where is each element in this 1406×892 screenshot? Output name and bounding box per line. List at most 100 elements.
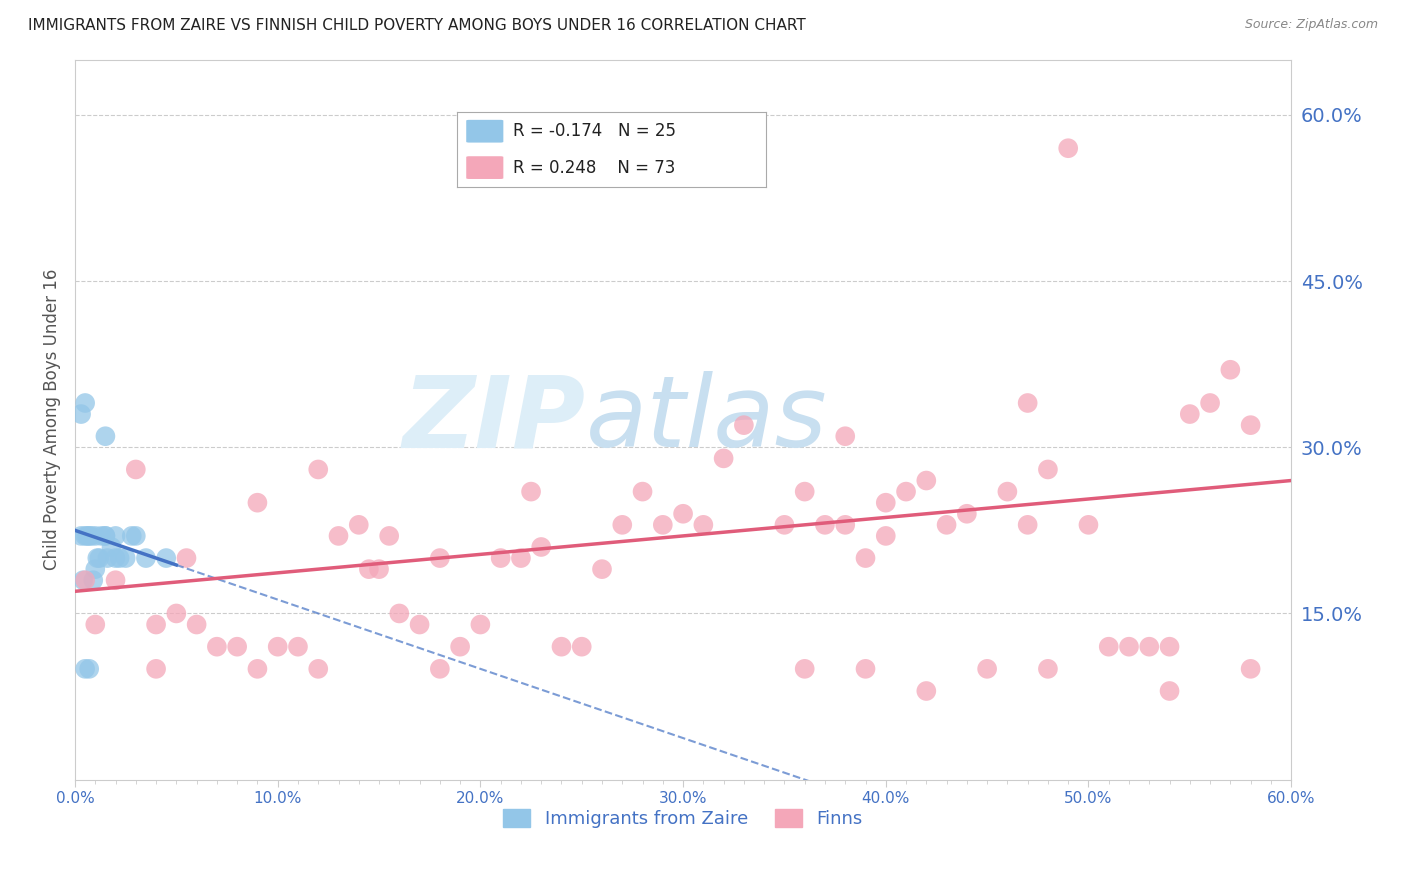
Text: Source: ZipAtlas.com: Source: ZipAtlas.com xyxy=(1244,18,1378,31)
Point xyxy=(94,429,117,443)
Point xyxy=(429,551,451,566)
Point xyxy=(145,617,167,632)
Point xyxy=(814,517,837,532)
Point xyxy=(388,607,411,621)
Point xyxy=(75,396,97,410)
Point xyxy=(1017,517,1039,532)
Point xyxy=(1137,640,1160,654)
Point xyxy=(429,662,451,676)
Point xyxy=(155,551,177,566)
Point xyxy=(1118,640,1140,654)
Point xyxy=(550,640,572,654)
Point xyxy=(855,551,877,566)
Point xyxy=(84,562,107,576)
Point xyxy=(1178,407,1201,421)
Point xyxy=(80,529,103,543)
Point xyxy=(176,551,198,566)
Point xyxy=(75,529,97,543)
Point xyxy=(328,529,350,543)
Point xyxy=(875,529,897,543)
Point xyxy=(773,517,796,532)
Point xyxy=(995,484,1018,499)
Point xyxy=(1159,684,1181,698)
Point xyxy=(875,496,897,510)
Point xyxy=(449,640,471,654)
Point xyxy=(631,484,654,499)
Point xyxy=(77,662,100,676)
Point xyxy=(307,462,329,476)
Point xyxy=(96,551,118,566)
Point xyxy=(915,684,938,698)
Point xyxy=(77,529,100,543)
Point xyxy=(84,529,107,543)
Point xyxy=(307,662,329,676)
Point xyxy=(834,517,856,532)
Point xyxy=(571,640,593,654)
Point xyxy=(70,529,93,543)
Point xyxy=(793,662,815,676)
Point xyxy=(1017,396,1039,410)
Point xyxy=(75,662,97,676)
Point xyxy=(90,529,112,543)
Point xyxy=(368,562,391,576)
Point xyxy=(894,484,917,499)
Point xyxy=(86,551,108,566)
Point xyxy=(1159,640,1181,654)
Point xyxy=(94,529,117,543)
Point xyxy=(956,507,979,521)
Point xyxy=(267,640,290,654)
Point xyxy=(733,418,755,433)
Point xyxy=(1036,662,1059,676)
Point xyxy=(347,517,370,532)
Point xyxy=(520,484,543,499)
Point xyxy=(70,407,93,421)
Point xyxy=(357,562,380,576)
Point xyxy=(408,617,430,632)
Point xyxy=(84,617,107,632)
Point xyxy=(104,529,127,543)
Point xyxy=(145,662,167,676)
Point xyxy=(1036,462,1059,476)
Point xyxy=(1219,363,1241,377)
Point xyxy=(287,640,309,654)
Point xyxy=(935,517,957,532)
Point xyxy=(612,517,634,532)
Legend: Immigrants from Zaire, Finns: Immigrants from Zaire, Finns xyxy=(496,802,870,836)
Point xyxy=(104,551,127,566)
Point xyxy=(89,551,111,566)
Point xyxy=(1239,662,1261,676)
Point xyxy=(246,662,269,676)
Y-axis label: Child Poverty Among Boys Under 16: Child Poverty Among Boys Under 16 xyxy=(44,268,60,570)
Point xyxy=(226,640,249,654)
Point xyxy=(530,540,553,554)
Point xyxy=(205,640,228,654)
Point xyxy=(121,529,143,543)
Point xyxy=(1239,418,1261,433)
Point xyxy=(72,573,94,587)
Point xyxy=(489,551,512,566)
Point xyxy=(1057,141,1080,155)
Point xyxy=(1098,640,1121,654)
Point xyxy=(591,562,613,576)
Text: R = -0.174   N = 25: R = -0.174 N = 25 xyxy=(513,122,676,140)
FancyBboxPatch shape xyxy=(467,156,503,179)
Point xyxy=(75,573,97,587)
Point xyxy=(125,529,148,543)
Point xyxy=(651,517,673,532)
Text: atlas: atlas xyxy=(586,371,827,468)
Point xyxy=(793,484,815,499)
Point xyxy=(510,551,533,566)
Point xyxy=(114,551,136,566)
Point xyxy=(692,517,714,532)
Point xyxy=(108,551,131,566)
Point xyxy=(1199,396,1222,410)
Point xyxy=(378,529,401,543)
Point xyxy=(76,529,98,543)
Point xyxy=(976,662,998,676)
Point xyxy=(915,474,938,488)
Point xyxy=(246,496,269,510)
Point xyxy=(713,451,735,466)
Point xyxy=(94,529,117,543)
Point xyxy=(1077,517,1099,532)
Point xyxy=(104,573,127,587)
